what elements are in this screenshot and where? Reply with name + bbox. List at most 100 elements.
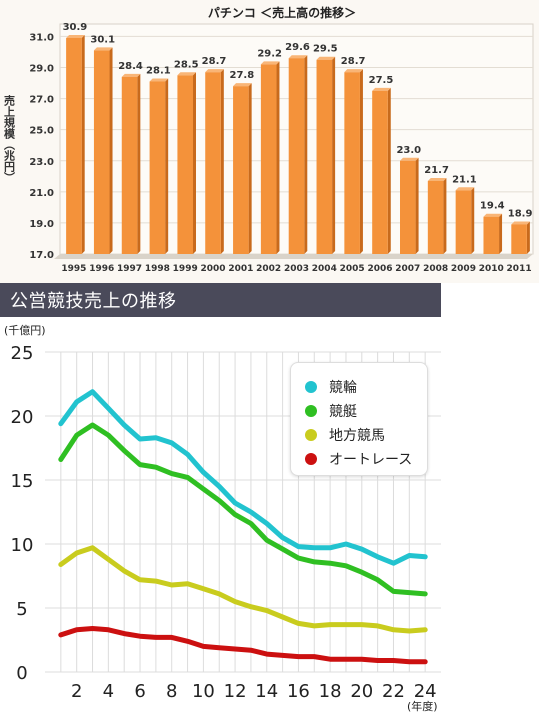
bar-top — [483, 213, 503, 217]
bar-top — [316, 56, 336, 60]
bar-top — [511, 221, 530, 225]
bar-x-tick-label: 2005 — [340, 264, 365, 274]
legend-label: 競艇 — [329, 404, 357, 420]
bar-value-label: 28.5 — [174, 59, 199, 70]
bar — [149, 81, 166, 254]
bar-side — [276, 61, 280, 254]
bar-value-label: 29.5 — [313, 44, 338, 55]
bar-value-label: 29.6 — [285, 42, 310, 53]
bar-value-label: 28.4 — [118, 61, 143, 72]
bar — [205, 72, 221, 254]
bar-x-tick-label: 2001 — [228, 264, 253, 274]
bar-value-label: 23.0 — [396, 145, 421, 156]
bar-side — [109, 47, 113, 255]
bar-x-tick-label: 2006 — [367, 264, 392, 274]
public-racing-line-chart: 0 5 10 15 20 25 (千億円) 2 4 6 8 10 12 14 16 18 20 22 24 (年度) … — [0, 317, 539, 714]
bar-x-tick-label: 1996 — [89, 264, 114, 274]
legend-color-dot — [305, 381, 317, 393]
bar-x-tick-label: 2002 — [256, 264, 281, 274]
line-series-1 — [58, 389, 428, 566]
bar-y-tick-label: 27.0 — [29, 95, 54, 106]
bar-y-tick-label: 23.0 — [29, 157, 54, 168]
line-x-tick-label: 8 — [166, 681, 177, 702]
bar-chart-y-axis-label: 売上規模（兆円） — [3, 94, 17, 183]
bar-x-tick-label: 2009 — [451, 264, 476, 274]
bar-value-label: 19.4 — [480, 201, 505, 212]
bar-side — [165, 78, 169, 254]
bar-x-tick-label: 2011 — [507, 264, 532, 274]
bar — [66, 37, 82, 255]
bar-y-tick-label: 25.0 — [29, 126, 54, 137]
bar-side — [415, 157, 419, 254]
bar — [427, 180, 444, 254]
bar-y-tick-label: 21.0 — [29, 188, 54, 199]
section-banner: 公営競技売上の推移 — [0, 283, 441, 317]
bar-x-tick-label: 2008 — [423, 264, 448, 274]
bar-side — [304, 55, 308, 254]
line-y-tick-label: 5 — [16, 599, 27, 620]
bar-top — [66, 34, 85, 38]
pachinko-bar-chart-svg: パチンコ ＜売上高の推移＞ 売上規模（兆円） 17.019.021.023.02… — [3, 5, 534, 274]
line-y-tick-label: 20 — [11, 407, 34, 428]
bar — [511, 224, 527, 254]
bar-top — [400, 157, 419, 161]
legend-color-dot — [305, 453, 317, 465]
bar-side — [387, 87, 391, 254]
bar-side — [332, 56, 336, 255]
line-chart-title: 公営競技売上の推移 — [10, 291, 177, 312]
bar-top — [121, 73, 141, 77]
legend-color-dot — [305, 405, 317, 417]
legend-label: オートレース — [329, 452, 413, 468]
bar-value-label: 28.7 — [341, 56, 366, 67]
bar-top — [455, 187, 475, 191]
bar — [233, 86, 249, 254]
bar-x-tick-label: 2003 — [284, 264, 309, 274]
line-x-unit-label: (年度) — [407, 699, 438, 713]
line-series-4 — [58, 626, 428, 665]
bar-value-label: 28.1 — [146, 66, 171, 77]
bar-side — [137, 73, 141, 255]
pachinko-bar-chart: パチンコ ＜売上高の推移＞ 売上規模（兆円） 17.0 19.0 21.0 23.0 2… — [0, 0, 539, 283]
line-x-tick-label: 6 — [134, 681, 145, 702]
bar-y-tick-label: 17.0 — [29, 250, 54, 261]
line-chart-legend: 競輪 競艇 地方競馬 オートレース — [290, 362, 428, 476]
bar-value-label: 28.7 — [202, 56, 227, 67]
line-series-3 — [58, 545, 428, 634]
bar-side — [526, 221, 530, 254]
bar — [316, 59, 333, 255]
bar — [288, 58, 305, 254]
bar-value-label: 21.7 — [424, 165, 449, 176]
line-x-tick-label: 2 — [71, 681, 82, 702]
bar-side — [359, 69, 363, 254]
line-x-tick-label: 16 — [287, 681, 310, 702]
bar-top — [344, 69, 363, 73]
bar-top — [288, 55, 308, 59]
bar-top — [427, 177, 447, 181]
line-x-tick-label: 18 — [319, 681, 342, 702]
bar-top — [260, 61, 280, 65]
bar-side — [248, 83, 252, 254]
bar-top — [177, 72, 196, 76]
bar-x-tick-label: 1998 — [145, 264, 170, 274]
bar-x-tick-label: 2004 — [312, 264, 337, 274]
line-x-tick-label: 10 — [192, 681, 215, 702]
line-x-tick-label: 14 — [255, 681, 278, 702]
bar — [121, 76, 138, 255]
bar — [372, 90, 388, 254]
bar — [93, 50, 110, 255]
bar-top — [372, 87, 391, 91]
bar-floor — [54, 254, 533, 259]
bar-x-tick-label: 2007 — [395, 264, 420, 274]
bar-y-tick-label: 29.0 — [29, 64, 54, 75]
bar-value-label: 27.8 — [230, 70, 255, 81]
bar-value-label: 30.9 — [63, 22, 88, 33]
legend-label: 競輪 — [329, 380, 357, 396]
bar-side — [471, 187, 475, 254]
line-y-tick-label: 15 — [11, 471, 34, 492]
bar-value-label: 18.9 — [508, 208, 533, 219]
line-y-tick-label: 25 — [11, 343, 34, 364]
bar-chart-title: パチンコ ＜売上高の推移＞ — [208, 5, 356, 20]
bar-side — [192, 72, 196, 254]
bar — [455, 190, 472, 254]
